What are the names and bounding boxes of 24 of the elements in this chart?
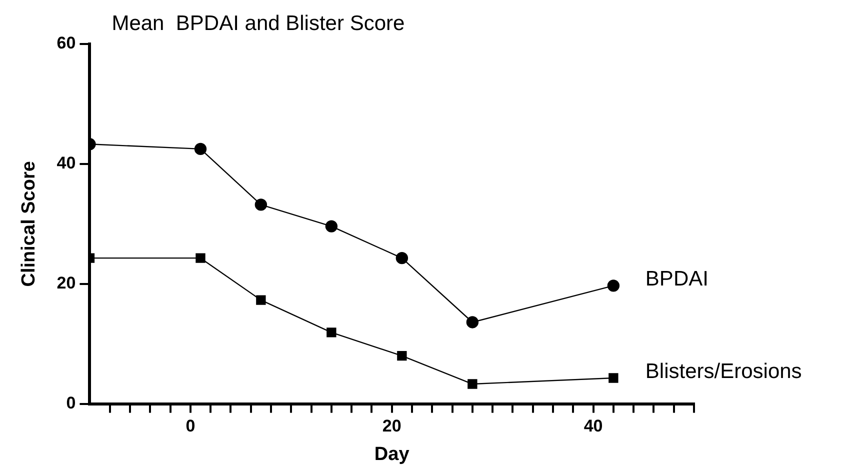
series-label: BPDAI <box>645 267 708 290</box>
point <box>608 373 618 383</box>
chart-title: Mean BPDAI and Blister Score <box>112 12 405 35</box>
y-tick-label: 40 <box>56 154 76 173</box>
series-label: Blisters/Erosions <box>645 360 802 383</box>
point <box>326 328 336 338</box>
y-tick-label: 0 <box>66 393 76 412</box>
point <box>325 220 338 232</box>
x-axis-title: Day <box>374 444 410 465</box>
x-tick-label: 20 <box>382 416 402 436</box>
point <box>196 253 206 263</box>
point <box>396 252 408 264</box>
point <box>397 350 407 361</box>
x-tick-label: 40 <box>584 416 603 436</box>
x-tick-label: 0 <box>186 416 196 436</box>
point <box>256 295 266 305</box>
y-axis-title: Clinical Score <box>18 161 40 287</box>
y-tick-label: 60 <box>56 34 76 53</box>
point <box>607 280 620 292</box>
point <box>466 316 479 328</box>
point <box>468 379 478 389</box>
point <box>254 198 268 211</box>
point <box>194 142 207 156</box>
y-tick-label: 20 <box>56 274 76 293</box>
